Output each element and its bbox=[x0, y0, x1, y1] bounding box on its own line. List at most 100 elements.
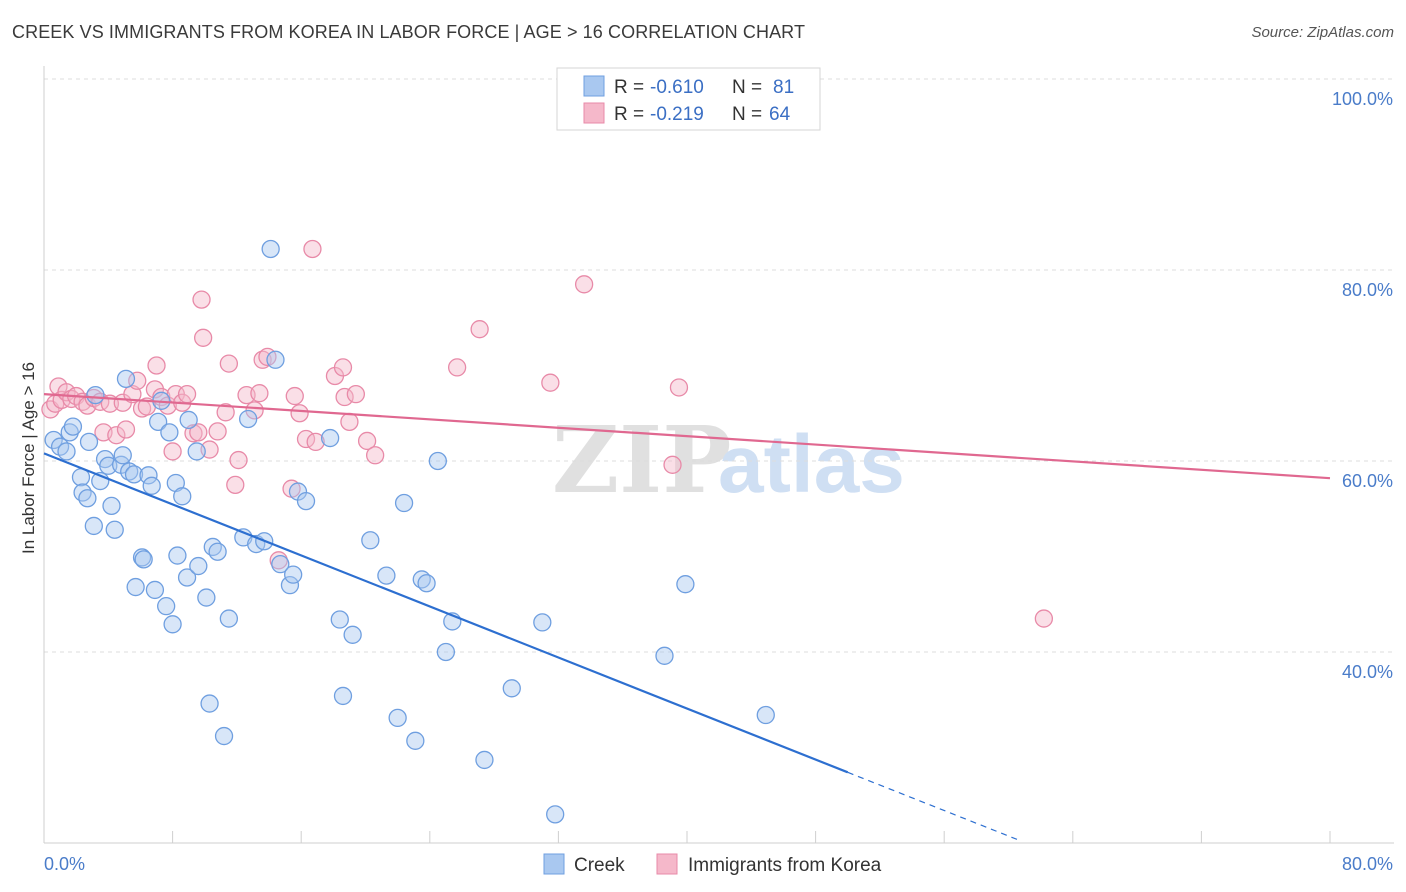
creek-point bbox=[113, 446, 132, 465]
watermark: ZIP atlas bbox=[552, 406, 905, 514]
korea-point bbox=[116, 420, 136, 439]
legend-n-value-creek: 81 bbox=[773, 77, 794, 98]
creek-point bbox=[197, 588, 216, 607]
creek-point bbox=[177, 568, 197, 587]
creek-point bbox=[179, 410, 198, 430]
chart-title: CREEK VS IMMIGRANTS FROM KOREA IN LABOR … bbox=[12, 22, 806, 42]
creek-point bbox=[142, 476, 161, 495]
creek-point bbox=[63, 417, 83, 436]
korea-trend-line bbox=[43, 393, 1331, 480]
creek-point bbox=[134, 550, 153, 569]
korea-point bbox=[290, 404, 309, 423]
creek-point bbox=[57, 442, 76, 461]
creek-point bbox=[120, 462, 139, 481]
korea-point bbox=[357, 431, 377, 451]
creek-point bbox=[200, 694, 219, 713]
creek-point bbox=[145, 580, 165, 600]
creek-point bbox=[239, 409, 258, 429]
korea-point bbox=[216, 403, 235, 422]
creek-point bbox=[361, 531, 380, 550]
korea-point bbox=[333, 358, 353, 377]
legend-swatch-korea bbox=[583, 102, 605, 124]
creek-point bbox=[219, 609, 239, 628]
korea-point bbox=[189, 423, 208, 442]
creek-point bbox=[84, 516, 103, 536]
legend-n-label-creek: N = bbox=[732, 77, 762, 98]
y-tick-label: 100.0% bbox=[1332, 89, 1393, 109]
korea-point bbox=[303, 239, 322, 259]
creek-point bbox=[148, 412, 168, 431]
y-tick-label: 60.0% bbox=[1342, 471, 1393, 491]
creek-point bbox=[655, 646, 674, 665]
creek-point bbox=[546, 805, 565, 824]
creek-point bbox=[189, 556, 208, 576]
creek-point bbox=[73, 483, 92, 502]
creek-point bbox=[214, 726, 234, 746]
korea-point bbox=[285, 386, 304, 406]
creek-point bbox=[44, 430, 63, 450]
correlation-legend: R = -0.610 N = 81 R = -0.219 N = 64 bbox=[556, 67, 821, 131]
creek-point bbox=[126, 577, 145, 597]
y-tick-labels: 40.0% 60.0% 80.0% 100.0% bbox=[1332, 89, 1393, 682]
korea-point bbox=[193, 328, 213, 347]
creek-point bbox=[475, 750, 494, 770]
creek-point bbox=[502, 679, 521, 698]
x-tick-label: 0.0% bbox=[44, 854, 85, 874]
series-legend: Creek Immigrants from Korea bbox=[543, 853, 882, 876]
creek-point bbox=[377, 566, 396, 585]
korea-point bbox=[574, 275, 594, 294]
creek-point bbox=[187, 442, 206, 461]
korea-point bbox=[147, 356, 166, 375]
korea-point bbox=[208, 422, 227, 441]
creek-point bbox=[296, 491, 316, 511]
legend-n-value-korea: 64 bbox=[769, 104, 791, 125]
creek-point bbox=[139, 466, 158, 485]
trend-lines bbox=[43, 393, 1331, 842]
creek-point bbox=[436, 642, 456, 662]
korea-point bbox=[541, 373, 560, 392]
creek-point bbox=[428, 451, 447, 471]
creek-point bbox=[756, 705, 775, 725]
creek-point bbox=[86, 385, 105, 405]
legend-swatch-creek bbox=[583, 75, 605, 97]
creek-point bbox=[284, 565, 303, 584]
korea-point bbox=[192, 290, 211, 309]
legend-r-value-korea: -0.219 bbox=[650, 104, 704, 125]
source-label: Source: ZipAtlas.com bbox=[1251, 24, 1394, 41]
watermark-atlas: atlas bbox=[718, 419, 905, 510]
gridlines bbox=[44, 78, 1394, 653]
korea-point bbox=[229, 450, 248, 470]
korea-point bbox=[163, 442, 182, 461]
y-axis-label: In Labor Force | Age > 16 bbox=[19, 362, 38, 554]
y-tick-label: 40.0% bbox=[1342, 662, 1393, 682]
x-tick-labels: 0.0% 80.0% bbox=[44, 854, 1393, 874]
creek-point bbox=[676, 575, 695, 594]
korea-point bbox=[253, 350, 272, 369]
creek-point bbox=[157, 597, 176, 616]
x-tick-label: 80.0% bbox=[1342, 854, 1393, 874]
korea-point bbox=[470, 320, 489, 339]
legend-r-label-korea: R = bbox=[614, 104, 644, 125]
creek-point bbox=[105, 520, 124, 539]
creek-point bbox=[280, 576, 300, 595]
creek-point bbox=[168, 546, 187, 565]
korea-point bbox=[250, 384, 269, 403]
creek-point bbox=[343, 625, 362, 644]
korea-point bbox=[177, 384, 197, 404]
korea-point bbox=[128, 371, 147, 390]
creek-point bbox=[271, 554, 290, 574]
korea-point bbox=[346, 384, 366, 404]
series-creek-points bbox=[44, 239, 775, 824]
legend-r-label-creek: R = bbox=[614, 77, 644, 98]
creek-point bbox=[124, 465, 144, 484]
y-tick-label: 80.0% bbox=[1342, 280, 1393, 300]
creek-point bbox=[102, 496, 121, 516]
korea-point bbox=[306, 432, 325, 452]
creek-point bbox=[406, 731, 425, 750]
korea-point bbox=[219, 354, 239, 373]
korea-point bbox=[107, 426, 126, 445]
creek-point bbox=[388, 708, 407, 728]
creek-point bbox=[99, 456, 118, 475]
korea-point bbox=[669, 378, 689, 397]
